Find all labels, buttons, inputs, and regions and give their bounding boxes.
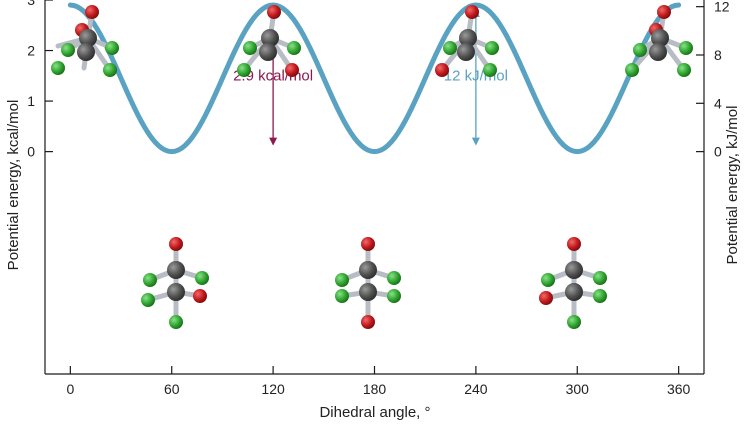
molecule-eclipsed-0 [51,5,119,77]
oxygen-atom [361,315,375,329]
x-tick-label: 120 [261,381,285,397]
chlorine-atom [593,271,607,285]
y-tick-label-right: 8 [714,47,722,63]
molecule-staggered-180 [335,237,401,329]
chlorine-atom [679,41,693,55]
annotation-label: 12 kJ/mol [444,67,508,84]
oxygen-atom [285,63,299,77]
chlorine-atom [633,43,647,57]
y-tick-label-right: 12 [714,0,730,15]
chlorine-atom [335,273,349,287]
chlorine-atom [335,289,349,303]
y-tick-label-left: 3 [27,0,35,8]
chlorine-atom [677,63,691,77]
chlorine-atom [593,289,607,303]
carbon-atom [565,261,583,279]
arrow-head-down [269,137,278,146]
carbon-atom [259,43,277,61]
y-axis-title-right: Potential energy, kJ/mol [724,106,741,265]
molecule-eclipsed-240 [435,5,499,77]
oxygen-atom [267,5,281,19]
chlorine-atom [625,63,639,77]
chlorine-atom [105,41,119,55]
carbon-atom [649,43,667,61]
carbon-atom [457,43,475,61]
chlorine-atom [387,289,401,303]
x-tick-label: 0 [66,381,74,397]
arrow-head-down [471,137,480,146]
oxygen-atom [193,289,207,303]
y-tick-label-right: 0 [714,144,722,160]
chlorine-atom [169,315,183,329]
x-tick-label: 60 [164,381,180,397]
y-tick-label-right: 4 [714,95,722,111]
chlorine-atom [195,271,209,285]
data-point [676,3,681,8]
molecule-staggered-300 [539,237,607,329]
curve-group [67,2,682,155]
molecule-eclipsed-360 [625,5,693,77]
energy-barrier-arrow: 12 kJ/mol [444,9,508,146]
chlorine-atom [287,41,301,55]
carbon-atom [167,261,185,279]
carbon-atom [167,283,185,301]
x-tick-label: 180 [363,381,387,397]
oxygen-atom [361,237,375,251]
data-point [372,149,377,154]
carbon-atom [79,29,97,47]
oxygen-atom [657,5,671,19]
chlorine-atom [237,63,251,77]
molecule-eclipsed-120 [237,5,301,77]
carbon-atom [77,43,95,61]
energy-curve [67,2,682,155]
chlorine-atom [387,271,401,285]
chlorine-atom [483,63,497,77]
chlorine-atom [541,273,555,287]
data-point [169,149,174,154]
x-tick-label: 240 [464,381,488,397]
y-tick-label-left: 1 [27,93,35,109]
oxygen-atom [85,5,99,19]
chlorine-atom [103,63,117,77]
chlorine-atom [51,61,65,75]
y-tick-label-left: 2 [27,43,35,59]
chlorine-atom [443,41,457,55]
oxygen-atom [567,237,581,251]
carbon-atom [459,29,477,47]
carbon-atom [359,283,377,301]
carbon-atom [651,29,669,47]
chlorine-atom [141,293,155,307]
x-tick-label: 360 [667,381,691,397]
x-tick-label: 300 [566,381,590,397]
molecule-staggered-60 [141,237,209,329]
chlorine-atom [567,315,581,329]
data-point [68,3,73,8]
chlorine-atom [61,43,75,57]
oxygen-atom [435,63,449,77]
chlorine-atom [485,41,499,55]
chlorine-atom [243,41,257,55]
x-axis-title: Dihedral angle, ° [319,404,430,421]
oxygen-atom [169,237,183,251]
oxygen-atom [465,5,479,19]
carbon-atom [359,261,377,279]
carbon-atom [565,283,583,301]
y-axis-title-left: Potential energy, kcal/mol [5,100,22,271]
oxygen-atom [539,291,553,305]
y-tick-label-left: 0 [27,144,35,160]
chlorine-atom [143,273,157,287]
carbon-atom [261,29,279,47]
data-point [575,149,580,154]
